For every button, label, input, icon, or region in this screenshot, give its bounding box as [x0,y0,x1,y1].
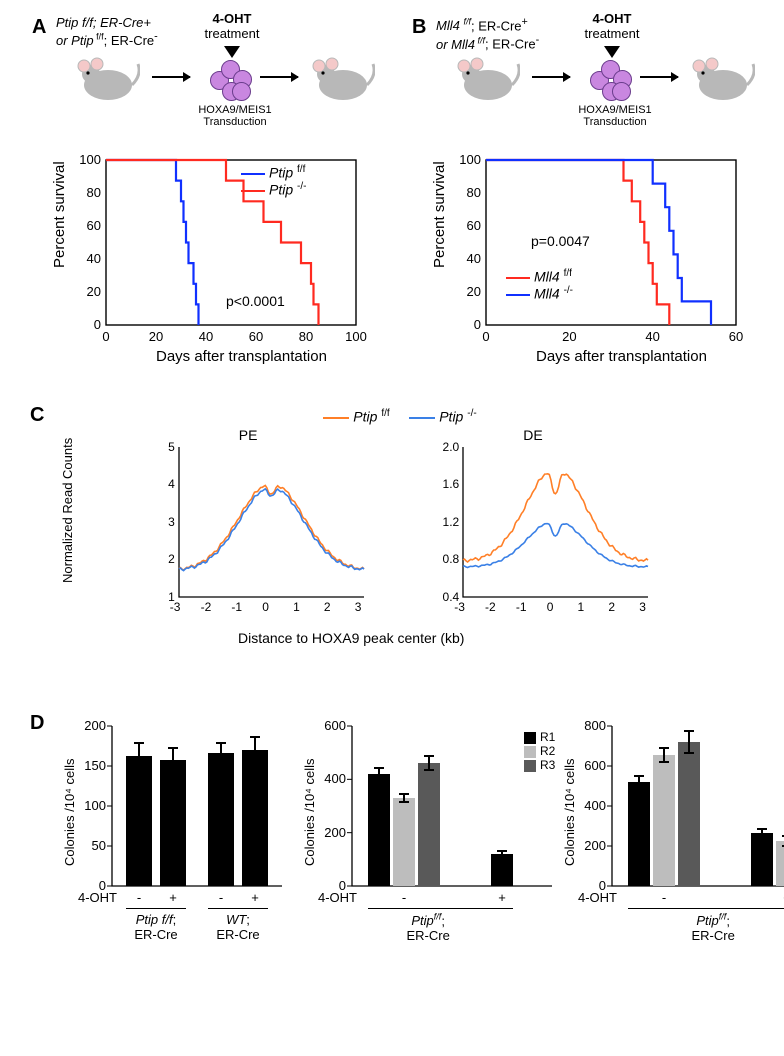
p-value: p=0.0047 [531,233,590,249]
mouse-icon [70,50,140,105]
panel-b-schematic: Mll4 f/f; ER-Cre+ or Mll4 f/f; ER-Cre- 4… [440,18,776,118]
genotype-text: Ptip f/f; ER-Cre+ or Ptip f/f; ER-Cre- [56,16,186,49]
treatment-label: 4-OHTtreatment [192,12,272,42]
x-axis-label: Days after transplantation [536,348,707,365]
legend-item: Mll4 -/- [506,285,573,302]
arrow-icon [152,76,190,78]
cells-icon [590,60,632,102]
panel-b: B Mll4 f/f; ER-Cre+ or Mll4 f/f; ER-Cre-… [416,18,776,378]
y-axis-label: Percent survival [431,161,448,268]
chart-title: PE [239,427,258,443]
panel-b-survival-chart: Percent survival Days after transplantat… [426,148,766,378]
transduction-label: HOXA9/MEIS1Transduction [190,104,280,128]
panel-c-legend: Ptip f/f Ptip -/- [88,408,708,425]
mouse-icon [450,50,520,105]
legend-item: Mll4 f/f [506,268,573,285]
panel-c-label: C [30,404,44,427]
genotype-text: Mll4 f/f; ER-Cre+ or Mll4 f/f; ER-Cre- [436,16,566,53]
legend: Ptip f/f Ptip -/- [241,164,306,197]
chart-title: DE [523,427,542,443]
y-axis-label: Normalized Read Counts [60,438,75,583]
de-chart: DE 0.40.81.21.62.0-3-2-10123 [415,429,665,629]
mouse-icon [685,50,755,105]
triangle-down-icon [224,46,240,58]
panel-d: D 050100150200Colonies /10⁴ cells-+-+4-O… [36,718,776,1008]
transduction-label: HOXA9/MEIS1Transduction [570,104,660,128]
genotype-2: or Ptip f/f; ER-Cre- [56,33,158,48]
x-axis-label: Days after transplantation [156,348,327,365]
pe-chart: PE 12345-3-2-10123 [131,429,381,629]
panel-b-label: B [412,16,426,39]
legend-item: Ptip -/- [241,181,306,198]
cells-icon [210,60,252,102]
mouse-icon [305,50,375,105]
panel-a-survival-chart: Percent survival Days after transplantat… [46,148,386,378]
panel-d-label: D [30,712,44,735]
panel-a-schematic: Ptip f/f; ER-Cre+ or Ptip f/f; ER-Cre- 4… [60,18,396,118]
p-value: p<0.0001 [226,293,285,309]
legend: Mll4 f/f Mll4 -/- [506,268,573,301]
arrow-icon [260,76,298,78]
treatment-label: 4-OHTtreatment [572,12,652,42]
y-axis-label: Percent survival [51,161,68,268]
genotype-1: Ptip f/f; ER-Cre+ [56,15,151,30]
arrow-icon [640,76,678,78]
panel-a: A Ptip f/f; ER-Cre+ or Ptip f/f; ER-Cre-… [36,18,396,378]
legend-item: Ptip f/f [241,164,306,181]
panel-a-label: A [32,16,46,39]
arrow-icon [532,76,570,78]
triangle-down-icon [604,46,620,58]
x-axis-label: Distance to HOXA9 peak center (kb) [238,630,464,646]
panel-c: C Ptip f/f Ptip -/- PE 12345-3-2-10123 D… [88,408,708,634]
